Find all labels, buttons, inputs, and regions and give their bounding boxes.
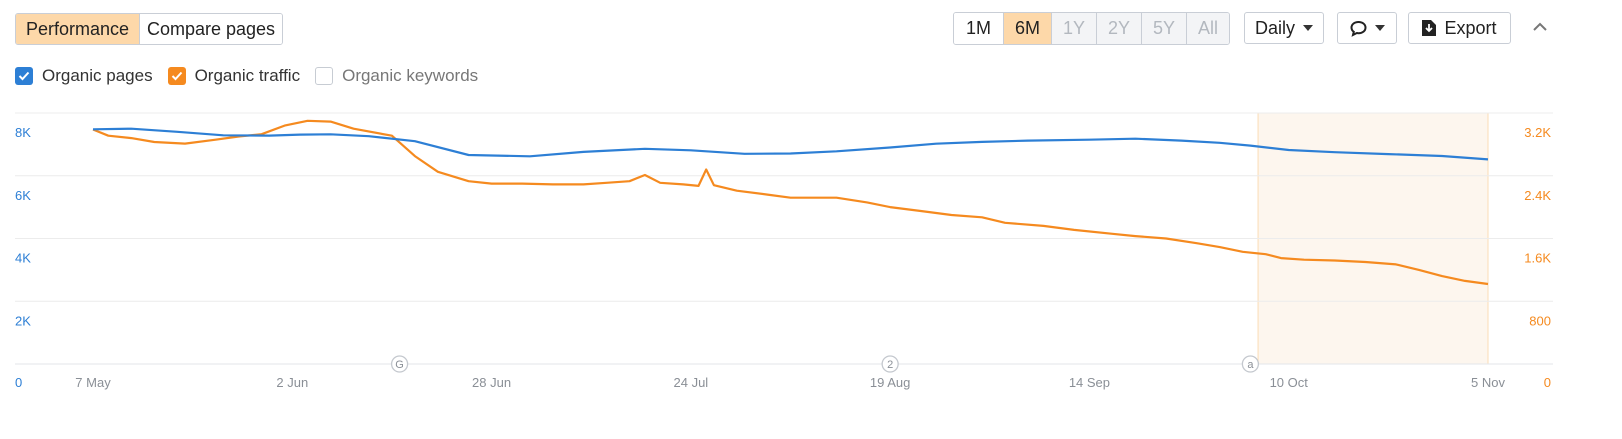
series-line-organic-pages bbox=[92, 127, 1489, 161]
x-tick-label: 14 Sep bbox=[1069, 375, 1110, 390]
collapse-chevron-icon[interactable] bbox=[1532, 20, 1548, 34]
comment-bubble-icon bbox=[1349, 20, 1367, 37]
legend-organic-keywords[interactable]: Organic keywords bbox=[315, 66, 478, 86]
x-tick-label: 10 Oct bbox=[1270, 375, 1309, 390]
y-left-tick-label: 6K bbox=[15, 188, 31, 203]
checkbox-organic-keywords[interactable] bbox=[315, 67, 334, 85]
chevron-down-icon bbox=[1374, 25, 1385, 31]
range-all-button[interactable]: All bbox=[1186, 13, 1229, 44]
annotation-label: 2 bbox=[887, 359, 893, 371]
annotation-marker[interactable]: a bbox=[1241, 355, 1260, 373]
y-right-tick-label: 1.6K bbox=[1524, 251, 1551, 266]
y-left-tick-label: 0 bbox=[15, 375, 22, 390]
legend-label: Organic traffic bbox=[194, 66, 301, 85]
tab-performance[interactable]: Performance bbox=[16, 14, 139, 44]
legend-label: Organic pages bbox=[42, 66, 153, 85]
range-2y-button[interactable]: 2Y bbox=[1096, 13, 1141, 44]
range-1y-button[interactable]: 1Y bbox=[1051, 13, 1096, 44]
annotation-circle bbox=[390, 355, 409, 373]
annotation-label: a bbox=[1247, 359, 1254, 371]
y-left-tick-label: 2K bbox=[15, 313, 31, 328]
annotation-circle bbox=[1241, 355, 1260, 373]
comments-dropdown[interactable] bbox=[1337, 12, 1397, 44]
y-right-tick-label: 2.4K bbox=[1524, 188, 1551, 203]
x-tick-label: 24 Jul bbox=[674, 375, 709, 390]
check-icon bbox=[18, 71, 30, 81]
range-1m-button[interactable]: 1M bbox=[954, 13, 1003, 44]
legend-organic-pages[interactable]: Organic pages bbox=[15, 66, 153, 86]
interval-dropdown[interactable]: Daily bbox=[1244, 12, 1324, 44]
annotation-marker[interactable]: 2 bbox=[881, 355, 899, 373]
checkbox-organic-pages[interactable] bbox=[15, 67, 33, 85]
range-6m-button[interactable]: 6M bbox=[1003, 13, 1051, 44]
range-5y-button[interactable]: 5Y bbox=[1141, 13, 1186, 44]
y-right-tick-label: 0 bbox=[1544, 375, 1551, 390]
chart-legend: Organic pages Organic traffic Organic ke… bbox=[15, 66, 493, 86]
y-right-tick-label: 3.2K bbox=[1524, 125, 1551, 140]
x-tick-label: 28 Jun bbox=[472, 375, 511, 390]
tab-compare-pages[interactable]: Compare pages bbox=[139, 14, 282, 44]
check-icon bbox=[171, 71, 182, 81]
annotation-circle bbox=[881, 355, 899, 373]
annotation-label: G bbox=[395, 359, 404, 371]
date-range-selector: 1M 6M 1Y 2Y 5Y All bbox=[953, 12, 1230, 45]
chevron-down-icon bbox=[1303, 25, 1313, 31]
legend-label: Organic keywords bbox=[342, 66, 479, 85]
y-right-tick-label: 800 bbox=[1529, 313, 1551, 328]
x-tick-label: 7 May bbox=[75, 375, 111, 390]
series-line-organic-traffic bbox=[92, 119, 1489, 286]
view-tabs: Performance Compare pages bbox=[15, 13, 283, 45]
legend-organic-traffic[interactable]: Organic traffic bbox=[167, 66, 301, 86]
export-icon bbox=[1422, 20, 1437, 36]
annotation-marker[interactable]: G bbox=[390, 355, 409, 373]
x-tick-label: 2 Jun bbox=[276, 375, 308, 390]
y-left-tick-label: 8K bbox=[15, 125, 31, 140]
y-left-tick-label: 4K bbox=[15, 251, 31, 266]
x-tick-label: 5 Nov bbox=[1471, 375, 1505, 390]
export-button[interactable]: Export bbox=[1408, 12, 1511, 44]
checkbox-organic-traffic[interactable] bbox=[167, 67, 186, 85]
export-label: Export bbox=[1444, 17, 1497, 38]
interval-label: Daily bbox=[1254, 17, 1295, 38]
x-tick-label: 19 Aug bbox=[870, 375, 911, 390]
